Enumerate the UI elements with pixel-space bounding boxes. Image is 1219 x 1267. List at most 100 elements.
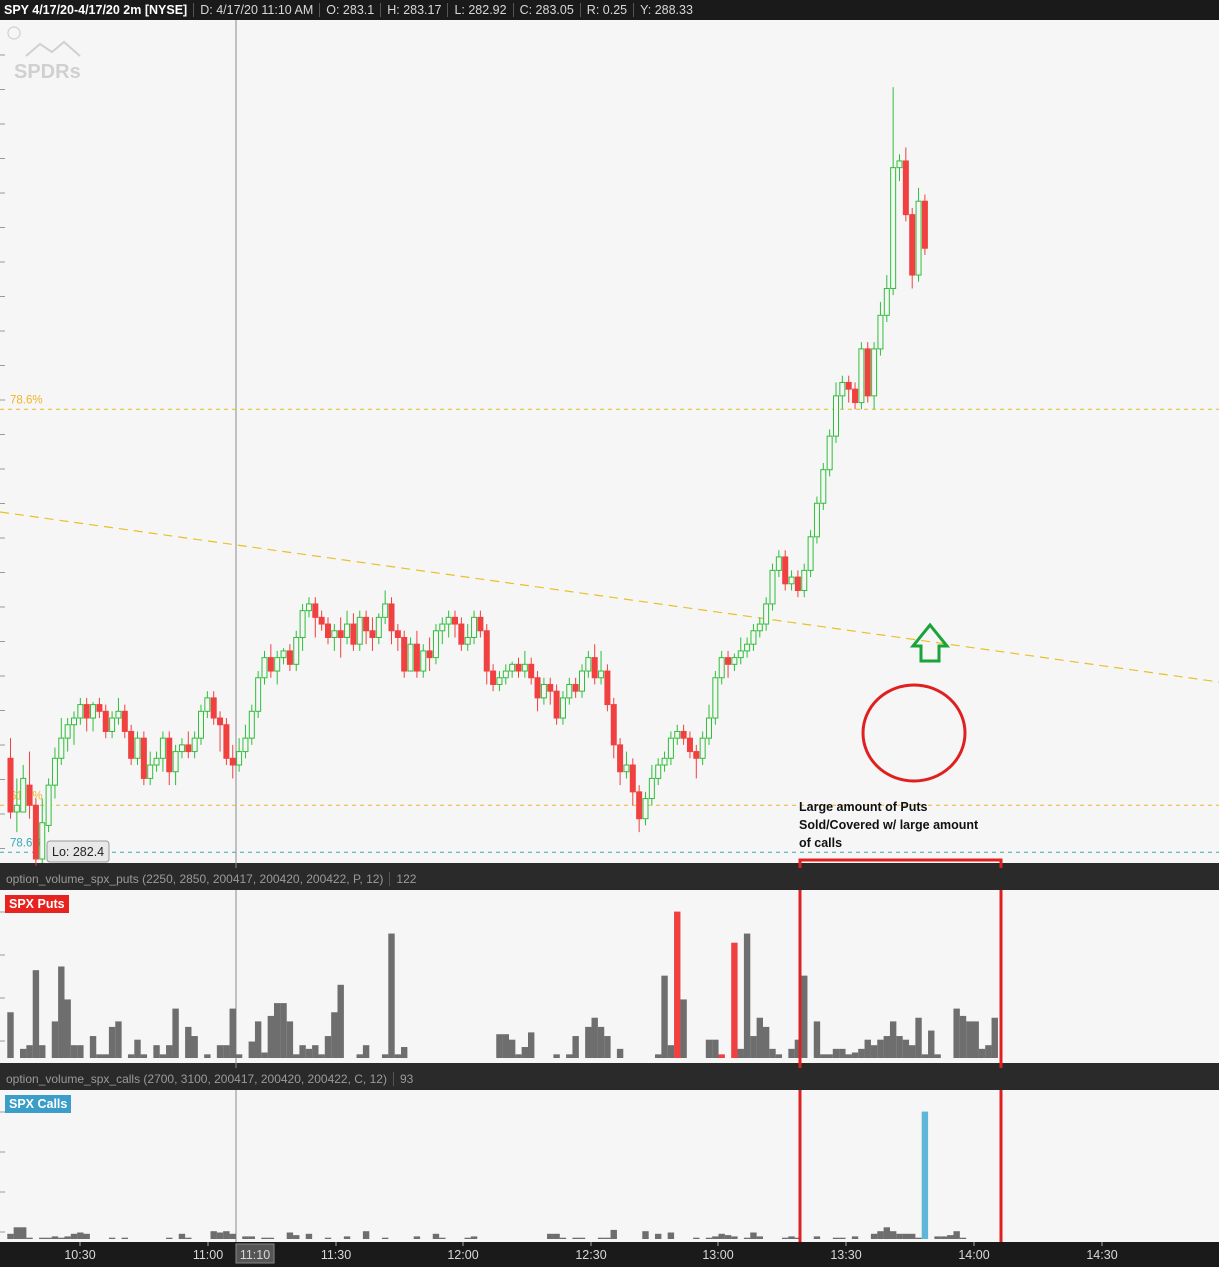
candle-body — [382, 603, 389, 618]
calls-volume-bar — [832, 1237, 840, 1239]
calls-volume-bar — [216, 1232, 224, 1239]
puts-volume-bar — [883, 1036, 890, 1058]
puts-volume-bar — [229, 1008, 236, 1058]
candle — [90, 701, 97, 732]
symbol-title[interactable]: SPY 4/17/20-4/17/20 2m [NYSE] — [4, 3, 188, 17]
puts-volume-bar — [26, 1045, 33, 1058]
candle-body — [763, 603, 770, 625]
calls-volume-bar — [83, 1233, 90, 1239]
panel-divider — [0, 863, 1219, 868]
spx-puts-badge: SPX Puts — [5, 895, 69, 913]
candle — [439, 617, 446, 645]
annotation-text: Large amount of Puts — [799, 800, 928, 814]
puts-volume-bar — [839, 1048, 846, 1058]
candle-body — [350, 623, 357, 645]
candle-body — [674, 730, 681, 739]
puts-volume-bar — [585, 1026, 592, 1058]
puts-volume-bar — [737, 1048, 744, 1058]
calls-volume-bar — [267, 1237, 275, 1239]
candle-body — [801, 569, 808, 592]
puts-volume-bar — [528, 1032, 535, 1058]
low-field: L: 282.92 — [447, 3, 512, 17]
candle-body — [490, 670, 497, 685]
puts-volume-bar — [832, 1048, 840, 1058]
puts-volume-bar — [718, 1054, 725, 1058]
puts-volume-bar — [254, 1021, 262, 1058]
puts-volume-bar — [96, 1054, 103, 1058]
candle-body — [369, 630, 376, 638]
candle-body — [833, 395, 839, 437]
candle-body — [420, 650, 427, 672]
candle-body — [223, 724, 230, 759]
candle-body — [680, 730, 687, 739]
puts-volume-bar — [324, 1036, 332, 1058]
candle-body — [909, 214, 916, 276]
calls-volume-bar — [724, 1235, 732, 1239]
candle — [559, 691, 566, 725]
candle — [229, 744, 236, 779]
calls-volume-bar — [121, 1237, 128, 1239]
candle-body — [121, 710, 128, 732]
candle-body — [153, 757, 160, 766]
puts-volume-bar — [762, 1026, 770, 1058]
calls-study-header: option_volume_spx_calls (2700, 3100, 200… — [0, 1068, 1219, 1090]
x-tick-label: 10:30 — [64, 1248, 95, 1262]
candle — [363, 610, 370, 645]
x-tick-label: 14:30 — [1086, 1248, 1117, 1262]
candle — [642, 791, 649, 826]
calls-volume-bar — [667, 1232, 675, 1239]
candle — [452, 610, 458, 638]
puts-volume-bar — [661, 975, 668, 1058]
candle-body — [667, 737, 674, 759]
puts-volume-bar — [972, 1021, 979, 1058]
puts-volume-bar — [134, 1039, 141, 1058]
puts-volume-bar — [705, 1039, 713, 1058]
puts-volume-bar — [388, 933, 395, 1058]
calls-volume-bar — [870, 1233, 878, 1239]
candle-body — [242, 737, 249, 753]
puts-volume-bar — [318, 1054, 325, 1058]
candle — [909, 207, 916, 289]
puts-volume-bar — [508, 1039, 516, 1058]
candle-body — [820, 469, 827, 504]
puts-volume-bar — [597, 1026, 605, 1058]
puts-volume-bar — [223, 1045, 230, 1058]
candle — [788, 570, 795, 591]
puts-volume-bar — [870, 1045, 878, 1058]
candle-body — [483, 630, 490, 672]
calls-volume-bar — [305, 1233, 313, 1239]
candle-body — [102, 710, 109, 732]
candle — [71, 711, 77, 745]
candle — [896, 154, 903, 182]
candle — [680, 724, 687, 745]
candle-body — [274, 657, 281, 672]
calls-study-label[interactable]: option_volume_spx_calls (2700, 3100, 200… — [6, 1072, 387, 1086]
candle-body — [617, 744, 624, 773]
calls-volume-bar — [470, 1236, 478, 1239]
candle-body — [356, 616, 363, 645]
candle-body — [26, 784, 33, 806]
puts-study-label[interactable]: option_volume_spx_puts (2250, 2850, 2004… — [6, 872, 384, 886]
candle — [153, 751, 160, 772]
candle — [820, 462, 827, 510]
puts-volume-bar — [667, 1045, 675, 1058]
candle — [115, 697, 122, 725]
puts-volume-bar — [64, 999, 71, 1058]
puts-volume-bar — [331, 1012, 338, 1058]
puts-volume-bar — [928, 1030, 935, 1058]
candle-body — [871, 348, 878, 397]
calls-volume-bar — [20, 1227, 27, 1239]
puts-volume-bar — [102, 1054, 109, 1058]
calls-volume-bar — [229, 1233, 236, 1239]
calls-volume-bar — [959, 1237, 967, 1239]
candle-body — [502, 670, 509, 679]
puts-volume-bar — [337, 984, 344, 1058]
calls-volume-bar — [7, 1233, 14, 1239]
candle-body — [756, 623, 763, 632]
candle-body — [877, 314, 884, 350]
calls-volume-bar — [915, 1237, 922, 1239]
candle-body — [229, 757, 236, 766]
time-axis — [0, 1242, 1219, 1267]
candle-body — [782, 556, 789, 585]
